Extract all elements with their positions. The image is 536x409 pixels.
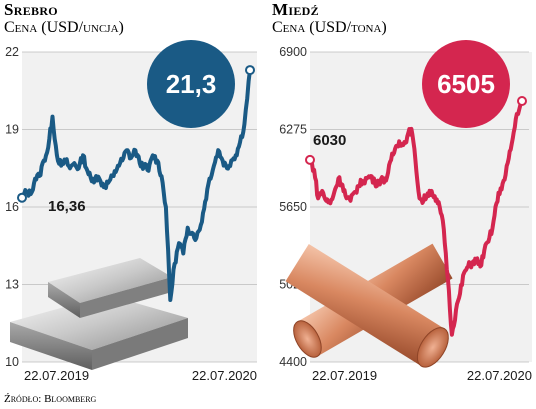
copper-price-line: [308, 100, 524, 337]
silver-subtitle: Cena (USD/uncja): [4, 19, 124, 36]
silver-y-tick-label: 13: [5, 278, 19, 292]
copper-x-end: 22.07.2020: [467, 368, 532, 383]
copper-badge-value: 6505: [437, 69, 495, 99]
copper-start-label: 6030: [313, 132, 346, 149]
silver-start-point: [17, 192, 27, 203]
silver-end-point: [245, 65, 255, 76]
silver-bars-illustration: [10, 258, 188, 370]
copper-x-start: 22.07.2019: [312, 368, 377, 383]
copper-rods-illustration: [285, 243, 453, 368]
copper-y-tick-label: 4400: [279, 355, 307, 369]
silver-badge: [147, 40, 235, 128]
copper-y-tick-label: 5650: [279, 200, 307, 214]
copper-chart: Miedź Cena (USD/tona) 440050255650627569…: [272, 0, 532, 383]
silver-start-label: 16,36: [48, 198, 86, 215]
silver-badge-value: 21,3: [166, 69, 217, 99]
silver-price-line: [20, 69, 252, 302]
copper-end-point: [517, 95, 527, 106]
silver-y-tick-label: 16: [5, 200, 19, 214]
silver-x-end: 22.07.2020: [192, 368, 257, 383]
silver-x-start: 22.07.2019: [24, 368, 89, 383]
silver-y-tick-label: 19: [5, 123, 19, 137]
copper-y-tick-label: 6275: [279, 123, 307, 137]
copper-y-tick-label: 6900: [279, 45, 307, 59]
copper-subtitle: Cena (USD/tona): [272, 19, 387, 36]
silver-y-tick-label: 22: [5, 45, 19, 59]
silver-title: Srebro: [4, 0, 58, 19]
silver-y-tick-label: 10: [5, 355, 19, 369]
copper-title: Miedź: [272, 0, 319, 19]
silver-chart: Srebro Cena (USD/uncja) 10 13 16 19 22 16,36…: [4, 0, 257, 383]
source-note: Źródło: Bloomberg: [4, 393, 97, 405]
silver-y-axis: 10 13 16 19 22: [5, 45, 19, 369]
copper-start-point: [305, 154, 315, 165]
copper-badge: [422, 40, 510, 128]
